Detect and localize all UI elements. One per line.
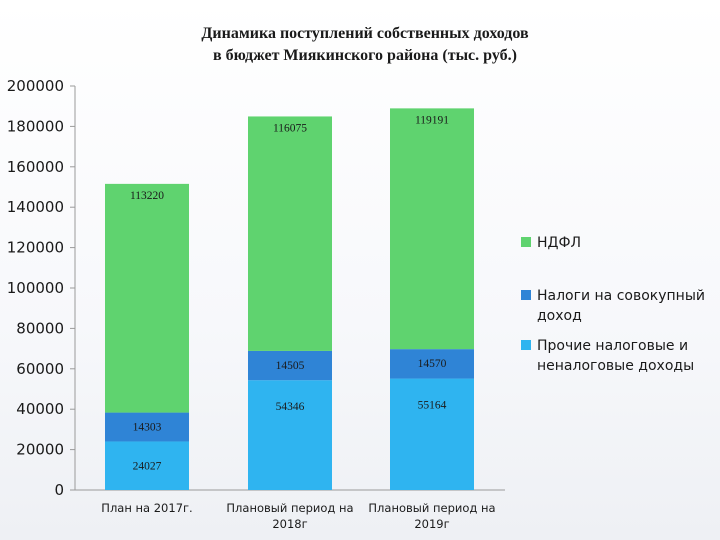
x-category-label: Плановый период на (226, 501, 353, 515)
legend-swatch (521, 290, 531, 300)
y-tick-label: 200000 (7, 77, 64, 95)
chart-title-line-2: в бюджет Миякинского района (тыс. руб.) (213, 47, 517, 64)
data-label: 54346 (276, 401, 305, 413)
data-label: 119191 (415, 114, 449, 126)
y-tick-label: 60000 (16, 360, 64, 378)
y-tick-label: 180000 (7, 117, 64, 135)
y-tick-label: 140000 (7, 198, 64, 216)
x-category-label: 2019г (414, 517, 449, 531)
y-tick-label: 20000 (16, 441, 64, 459)
data-label: 24027 (133, 460, 162, 472)
data-label: 116075 (273, 122, 307, 134)
chart-title: Динамика поступлений собственных доходов… (201, 25, 529, 64)
bar-segment (390, 108, 474, 350)
legend-swatch (521, 340, 531, 350)
chart-title-line-1: Динамика поступлений собственных доходов (201, 25, 529, 42)
legend-label: неналоговые доходы (537, 358, 694, 374)
value-labels-group: 24027 14303 113220 54346 14505 116075 55164 145… (130, 114, 449, 472)
y-tick-label: 0 (54, 481, 64, 499)
data-label: 14303 (133, 422, 162, 434)
y-tick-label: 40000 (16, 400, 64, 418)
bar-segment (390, 378, 474, 490)
bar-segment (105, 183, 189, 413)
x-axis-labels: План на 2017г. Плановый период на 2018г Пла… (101, 501, 495, 531)
data-label: 14570 (418, 358, 447, 370)
legend-label: Прочие налоговые и (537, 338, 688, 354)
bar-segment (248, 350, 332, 381)
bar-segment (105, 441, 189, 490)
x-category-label: План на 2017г. (101, 501, 192, 515)
y-tick-label: 160000 (7, 158, 64, 176)
data-label: 14505 (276, 360, 305, 372)
data-label: 113220 (130, 190, 164, 202)
bar-segment (248, 380, 332, 490)
legend: НДФЛ Налоги на совокупный доход Прочие нало… (521, 235, 705, 374)
y-axis-ticks: 0 20000 40000 60000 80000 100000 120000 140000 1… (7, 77, 75, 499)
y-tick-label: 120000 (7, 239, 64, 257)
bars-group (105, 108, 474, 490)
y-tick-label: 100000 (7, 279, 64, 297)
bar-segment (105, 412, 189, 442)
bar-segment (390, 349, 474, 379)
data-label: 55164 (418, 400, 447, 412)
y-tick-label: 80000 (16, 319, 64, 337)
legend-label: НДФЛ (537, 235, 581, 251)
x-category-label: 2018г (272, 517, 307, 531)
x-category-label: Плановый период на (368, 501, 495, 515)
legend-label: Налоги на совокупный (537, 288, 705, 304)
legend-swatch (521, 237, 531, 247)
legend-label: доход (537, 308, 582, 324)
bar-segment (248, 116, 332, 351)
